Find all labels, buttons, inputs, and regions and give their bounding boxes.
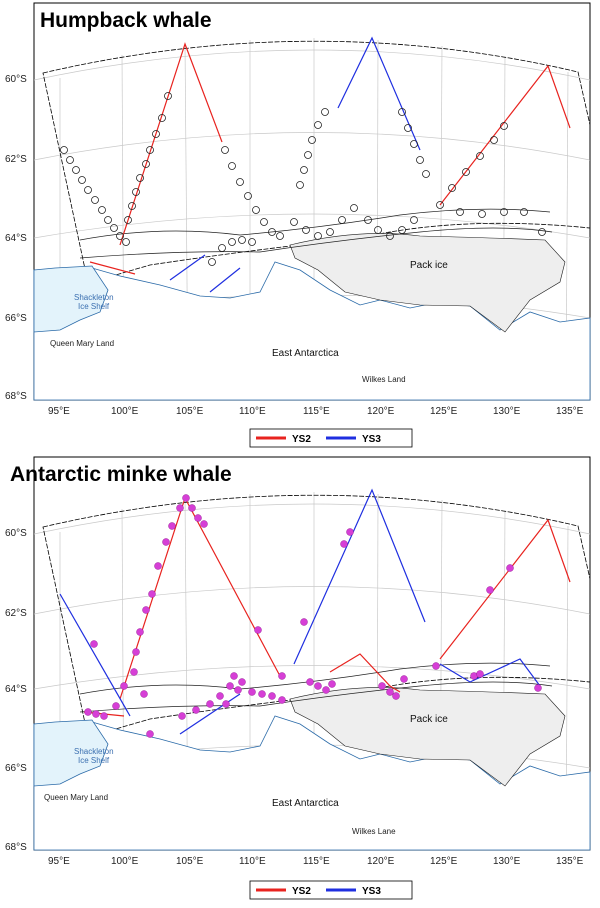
wilkes-label: Wilkes Land: [362, 375, 406, 384]
east-antarctica-label: East Antarctica: [272, 798, 339, 809]
humpback-map: Humpback whale: [5, 2, 591, 448]
legend: YS2 YS3: [249, 428, 413, 448]
ice-edge-line: [79, 208, 551, 241]
antarctic-land: [33, 715, 591, 851]
minke-map: Antarctic minke whale: [5, 456, 591, 900]
ys3-transects: [59, 488, 541, 735]
shackleton-label-2: Ice Shelf: [78, 756, 110, 765]
wilkes-label: Wilkes Lane: [352, 827, 396, 836]
pack-ice: [289, 233, 566, 333]
lon-label-100: 100°E: [111, 856, 139, 867]
legend-label-ys3: YS3: [362, 434, 381, 445]
ice-edge-line-inner: [79, 681, 553, 713]
pack-ice-label: Pack ice: [410, 714, 448, 725]
lon-label-95: 95°E: [48, 406, 70, 417]
lon-label-105: 105°E: [176, 406, 204, 417]
minke-panel: Antarctic minke whale: [0, 454, 600, 908]
lon-label-135: 135°E: [556, 856, 584, 867]
shackleton-ice-shelf: [33, 265, 109, 333]
ice-edge-line-inner: [79, 227, 553, 259]
lon-label-115: 115°E: [303, 406, 330, 417]
shackleton-label-1: Shackleton: [74, 747, 114, 756]
lon-label-95: 95°E: [48, 856, 70, 867]
lon-label-120: 120°E: [367, 856, 395, 867]
legend-label-ys2: YS2: [292, 886, 311, 897]
shackleton-ice-shelf: [33, 719, 109, 787]
lat-label-60: 60°S: [5, 74, 27, 85]
sighting-cluster-120E: [364, 108, 430, 240]
lat-label-64: 64°S: [5, 233, 27, 244]
lat-label-68: 68°S: [5, 842, 27, 853]
humpback-panel: Humpback whale: [0, 0, 600, 452]
ice-edge-line: [79, 662, 551, 695]
sighting-cluster-east: [436, 122, 546, 236]
queen-mary-label: Queen Mary Land: [44, 793, 108, 802]
lon-label-125: 125°E: [430, 856, 458, 867]
minke-sightings: [84, 494, 542, 738]
sighting-cluster-105E: [124, 92, 172, 224]
shackleton-label-2: Ice Shelf: [78, 302, 110, 311]
lon-label-125: 125°E: [430, 406, 458, 417]
lon-label-130: 130°E: [493, 406, 521, 417]
survey-boundary: [42, 494, 591, 738]
lon-label-120: 120°E: [367, 406, 395, 417]
sighting-cluster-115E: [290, 108, 358, 240]
lat-label-68: 68°S: [5, 391, 27, 402]
pack-ice: [289, 687, 566, 787]
lat-label-62: 62°S: [5, 154, 27, 165]
queen-mary-label: Queen Mary Land: [50, 339, 114, 348]
panel-title: Humpback whale: [40, 9, 212, 32]
humpback-sightings: [60, 92, 546, 266]
lat-label-66: 66°S: [5, 763, 27, 774]
lon-label-110: 110°E: [239, 856, 266, 867]
pack-ice-label: Pack ice: [410, 260, 448, 271]
lat-label-64: 64°S: [5, 684, 27, 695]
lat-label-62: 62°S: [5, 608, 27, 619]
lat-label-66: 66°S: [5, 313, 27, 324]
lon-label-100: 100°E: [111, 406, 139, 417]
sighting-cluster-west: [60, 146, 130, 246]
shackleton-label-1: Shackleton: [74, 293, 114, 302]
ys3-transects: [169, 36, 421, 293]
lon-label-105: 105°E: [176, 856, 204, 867]
legend-label-ys3: YS3: [362, 886, 381, 897]
lon-label-110: 110°E: [239, 406, 266, 417]
legend-label-ys2: YS2: [292, 434, 311, 445]
lon-label-115: 115°E: [303, 856, 330, 867]
antarctic-land: [33, 261, 591, 401]
lat-label-60: 60°S: [5, 528, 27, 539]
lon-label-130: 130°E: [493, 856, 521, 867]
survey-boundary: [42, 40, 591, 284]
ys2-transects: [89, 42, 571, 275]
legend: YS2 YS3: [249, 880, 413, 900]
east-antarctica-label: East Antarctica: [272, 348, 339, 359]
sighting-cluster-110E: [208, 146, 284, 266]
panel-title: Antarctic minke whale: [10, 463, 232, 486]
lon-label-135: 135°E: [556, 406, 584, 417]
